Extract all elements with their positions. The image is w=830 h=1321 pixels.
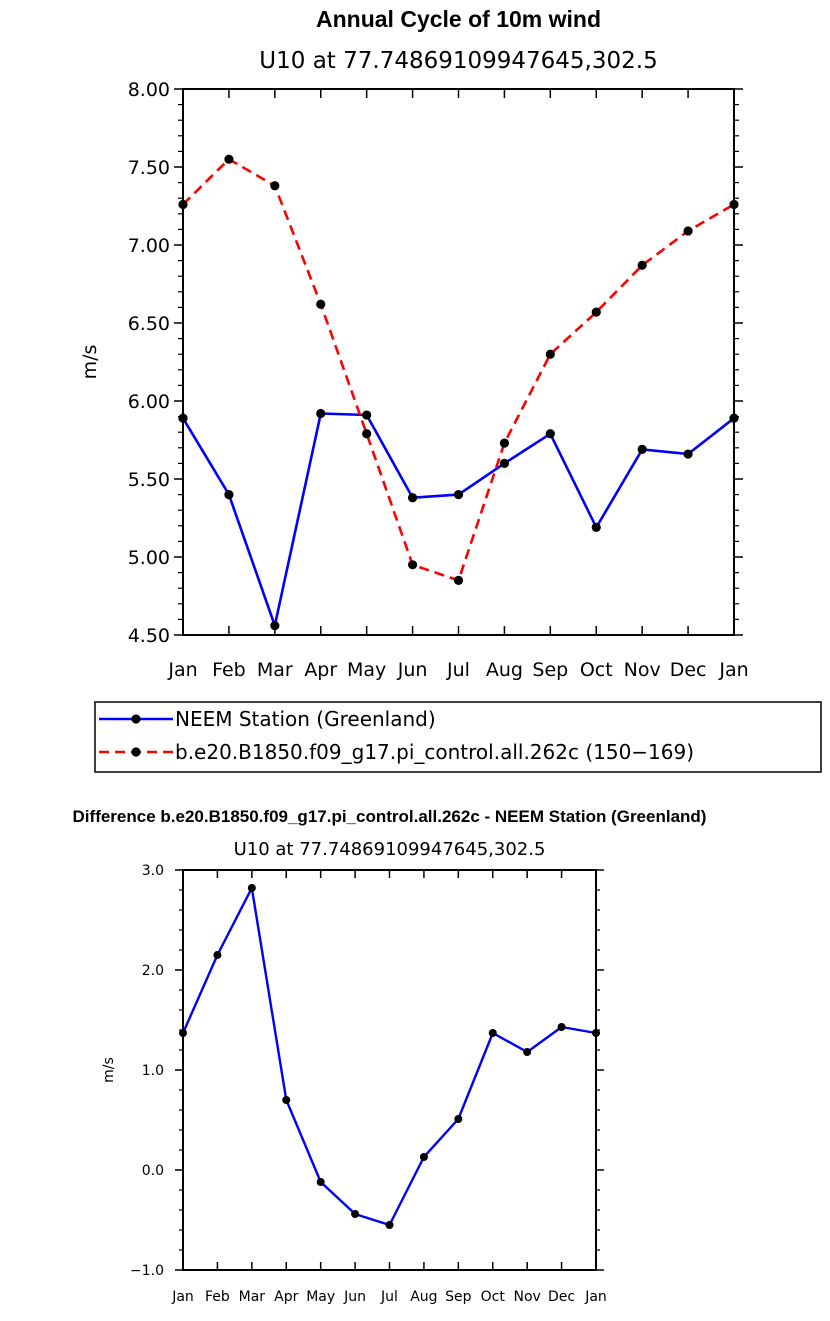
legend-box bbox=[94, 701, 822, 773]
series-2-point bbox=[316, 299, 326, 309]
series-line-1 bbox=[181, 886, 597, 1227]
y-tick-label: 0.0 bbox=[142, 1163, 164, 1179]
x-tick-label: Oct bbox=[481, 1289, 506, 1305]
x-tick-label: Apr bbox=[304, 659, 337, 681]
series-1-point bbox=[488, 1029, 497, 1037]
series-1-point bbox=[385, 1221, 394, 1229]
series-1-point bbox=[316, 408, 326, 419]
series-2-point bbox=[270, 181, 280, 191]
series-1-point bbox=[224, 490, 234, 500]
x-tick-label: Jan bbox=[718, 659, 748, 681]
y-axis-label: m/s bbox=[79, 345, 101, 380]
x-tick-label: Mar bbox=[239, 1289, 266, 1305]
series-2-point bbox=[407, 560, 418, 570]
legend-label-1: NEEM Station (Greenland) bbox=[175, 707, 436, 731]
y-tick-label: 5.50 bbox=[128, 469, 170, 491]
series-2-point bbox=[545, 349, 555, 359]
series-1-point bbox=[592, 1029, 600, 1037]
chart-title: Annual Cycle of 10m wind bbox=[316, 6, 601, 32]
series-1-point bbox=[591, 522, 601, 532]
series-1-point bbox=[557, 1023, 566, 1031]
series-1-point bbox=[419, 1153, 428, 1161]
chart-subtitle: U10 at 77.74869109947645,302.5 bbox=[234, 839, 546, 860]
chart-title: Difference b.e20.B1850.f09_g17.pi_contro… bbox=[73, 807, 707, 826]
series-1-point bbox=[316, 1178, 325, 1186]
y-axis-label: m/s bbox=[101, 1057, 117, 1083]
series-2-point bbox=[362, 429, 372, 439]
x-tick-label: Nov bbox=[624, 659, 661, 681]
series-1-point bbox=[523, 1048, 532, 1056]
y-tick-label: 1.0 bbox=[142, 1063, 164, 1079]
y-tick-label: 8.00 bbox=[128, 79, 170, 101]
x-tick-label: May bbox=[306, 1289, 335, 1305]
series-line-2 bbox=[182, 157, 735, 582]
x-tick-label: Jun bbox=[397, 659, 428, 681]
x-tick-label: Jan bbox=[167, 659, 197, 681]
y-tick-label: 2.0 bbox=[142, 963, 164, 979]
x-tick-label: Dec bbox=[548, 1289, 575, 1305]
series-1-point bbox=[729, 413, 739, 423]
x-tick-label: Sep bbox=[445, 1289, 472, 1305]
x-tick-label: Aug bbox=[486, 659, 523, 681]
legend-marker-2 bbox=[131, 747, 141, 757]
legend-label-2: b.e20.B1850.f09_g17.pi_control.all.262c … bbox=[175, 740, 694, 764]
series-1-point bbox=[683, 449, 693, 459]
x-tick-label: Jun bbox=[343, 1289, 366, 1305]
series-2-point bbox=[683, 226, 693, 236]
series-1-point bbox=[499, 458, 510, 468]
series-1-point bbox=[545, 429, 555, 439]
x-tick-label: Apr bbox=[274, 1289, 298, 1305]
series-1-point bbox=[453, 490, 464, 500]
x-tick-label: Jan bbox=[171, 1289, 194, 1305]
series-2-point bbox=[591, 307, 601, 317]
series-2-point bbox=[178, 199, 188, 210]
series-2-point bbox=[637, 260, 647, 270]
y-tick-label: 4.50 bbox=[128, 625, 170, 647]
y-tick-label: 5.00 bbox=[128, 547, 170, 569]
series-1-point bbox=[282, 1096, 291, 1104]
series-1-point bbox=[213, 951, 222, 959]
y-tick-label: 7.50 bbox=[128, 157, 170, 179]
plot-frame bbox=[182, 869, 597, 1271]
series-line-1 bbox=[181, 412, 735, 627]
series-1-point bbox=[351, 1210, 360, 1218]
y-tick-label: 3.0 bbox=[142, 863, 164, 879]
x-tick-label: Jul bbox=[380, 1289, 398, 1305]
x-tick-label: May bbox=[347, 659, 386, 681]
chart-subtitle: U10 at 77.74869109947645,302.5 bbox=[259, 48, 657, 74]
series-1-point bbox=[178, 413, 188, 423]
chart-2: Difference b.e20.B1850.f09_g17.pi_contro… bbox=[73, 807, 707, 1305]
x-tick-label: Oct bbox=[580, 659, 613, 681]
x-tick-label: Nov bbox=[514, 1289, 541, 1305]
x-tick-label: Aug bbox=[410, 1289, 437, 1305]
series-1-point bbox=[407, 493, 418, 503]
x-tick-label: Mar bbox=[257, 659, 293, 681]
legend-marker-1 bbox=[131, 714, 141, 724]
x-tick-label: Jul bbox=[446, 659, 470, 681]
series-2-point bbox=[729, 199, 739, 210]
x-tick-label: Sep bbox=[532, 659, 568, 681]
series-1-point bbox=[247, 884, 256, 892]
series-2-point bbox=[499, 438, 510, 448]
x-tick-label: Feb bbox=[205, 1289, 230, 1305]
series-1-point bbox=[270, 621, 280, 631]
series-1-point bbox=[362, 410, 372, 420]
y-tick-label: −1.0 bbox=[130, 1263, 164, 1279]
y-tick-label: 6.00 bbox=[128, 391, 170, 413]
series-1-point bbox=[179, 1029, 187, 1037]
series-1-point bbox=[454, 1115, 463, 1123]
series-1-point bbox=[637, 444, 647, 454]
series-2-point bbox=[224, 154, 234, 164]
x-tick-label: Dec bbox=[670, 659, 707, 681]
y-tick-label: 7.00 bbox=[128, 235, 170, 257]
y-tick-label: 6.50 bbox=[128, 313, 170, 335]
chart-1: Annual Cycle of 10m wind U10 at 77.748691… bbox=[79, 6, 822, 773]
x-tick-label: Jan bbox=[584, 1289, 607, 1305]
x-tick-label: Feb bbox=[212, 659, 246, 681]
plot-frame bbox=[182, 88, 735, 636]
series-2-point bbox=[453, 575, 464, 586]
